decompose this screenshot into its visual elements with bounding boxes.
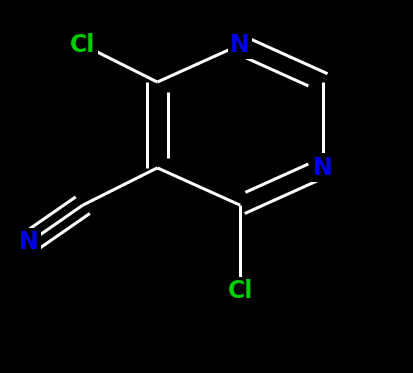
Text: N: N xyxy=(19,231,39,254)
Text: Cl: Cl xyxy=(227,279,252,303)
Text: N: N xyxy=(230,33,249,57)
Text: N: N xyxy=(312,156,332,180)
Text: Cl: Cl xyxy=(70,33,95,57)
